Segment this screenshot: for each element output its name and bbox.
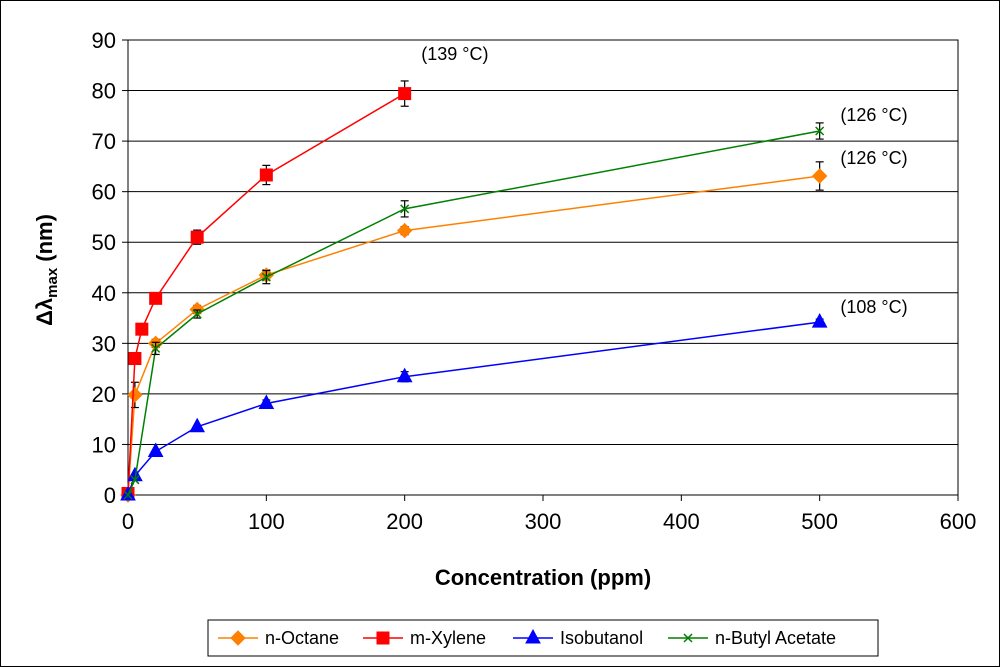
marker-x-stroke — [683, 633, 693, 643]
series-n-butyl-acetate — [123, 122, 825, 500]
legend-marker — [683, 633, 693, 643]
legend-label: m-Xylene — [410, 628, 486, 648]
y-tick-label: 10 — [92, 432, 116, 457]
data-point-m-xylene — [259, 168, 273, 182]
plot-area — [127, 39, 959, 496]
data-point-m-xylene — [398, 87, 412, 101]
marker-x-stroke — [130, 475, 140, 485]
x-tick-label: 400 — [663, 509, 700, 534]
data-point-n-butyl-acetate — [123, 490, 133, 500]
legend-item-n-octane: n-Octane — [218, 628, 339, 648]
data-point-isobutanol — [811, 313, 828, 328]
data-point-n-butyl-acetate — [151, 343, 161, 353]
data-point-m-xylene — [135, 322, 149, 336]
data-point-n-butyl-acetate — [400, 204, 410, 214]
y-tick-label: 80 — [92, 79, 116, 104]
data-point-m-xylene — [128, 352, 142, 365]
series-n-octane — [120, 161, 828, 503]
data-point-n-octane — [396, 222, 413, 239]
y-axis-label: Δλmax (nm) — [32, 214, 61, 326]
y-tick-label: 0 — [104, 483, 116, 508]
series-line-m-xylene — [127, 92, 406, 494]
y-tick-label: 70 — [92, 129, 116, 154]
data-point-isobutanol — [147, 442, 164, 458]
marker-x-stroke — [400, 204, 410, 214]
gridlines — [128, 39, 958, 445]
annotation-label: (108 °C) — [840, 297, 907, 317]
y-tick-label: 30 — [92, 331, 116, 356]
annotation-label: (126 °C) — [840, 148, 907, 168]
x-tick-label: 300 — [525, 509, 562, 534]
legend-item-m-xylene: m-Xylene — [363, 628, 486, 648]
data-point-n-octane — [127, 387, 143, 403]
series-line-n-butyl-acetate — [127, 130, 820, 496]
data-point-isobutanol — [189, 417, 206, 433]
series-layer — [120, 80, 828, 503]
series-m-xylene — [121, 80, 412, 500]
marker-x-stroke — [815, 126, 825, 136]
legend-label: n-Octane — [265, 628, 339, 648]
data-point-n-butyl-acetate — [261, 272, 271, 282]
y-tick-label: 40 — [92, 281, 116, 306]
data-point-isobutanol — [258, 394, 275, 409]
x-tick-label: 100 — [248, 509, 285, 534]
data-point-m-xylene — [190, 230, 204, 244]
marker-x-stroke — [151, 343, 161, 353]
x-tick-label: 600 — [940, 509, 977, 534]
data-point-n-butyl-acetate — [130, 475, 140, 485]
data-point-m-xylene — [149, 291, 163, 305]
annotations: (139 °C) (126 °C) (126 °C) (108 °C) — [421, 44, 907, 317]
x-tick-label: 500 — [801, 509, 838, 534]
legend-marker — [230, 630, 246, 646]
annotation-label: (139 °C) — [421, 44, 488, 64]
legend-box — [207, 619, 879, 657]
legend-label: n-Butyl Acetate — [715, 628, 836, 648]
data-point-n-octane — [811, 168, 828, 184]
data-point-n-butyl-acetate — [815, 126, 825, 136]
y-axis-label-main: Δλ — [32, 298, 57, 326]
marker-x-stroke — [123, 490, 133, 500]
data-point-isobutanol — [396, 367, 413, 383]
y-tick-label: 50 — [92, 230, 116, 255]
x-axis-label: Concentration (ppm) — [435, 565, 651, 590]
data-point-n-butyl-acetate — [192, 309, 202, 319]
y-tick-label: 60 — [92, 180, 116, 205]
y-tick-label: 90 — [92, 28, 116, 53]
legend-item-n-butyl-acetate: n-Butyl Acetate — [668, 628, 836, 648]
y-axis-label-unit: (nm) — [32, 214, 57, 268]
legend-label: Isobutanol — [560, 628, 643, 648]
axes: 0 10 20 30 40 50 60 70 80 90 0 100 200 300 400 500 600 — [92, 28, 977, 534]
legend-marker — [376, 631, 390, 645]
x-tick-label: 200 — [386, 509, 423, 534]
marker-x-stroke — [261, 272, 271, 282]
y-tick-label: 20 — [92, 382, 116, 407]
x-tick-label: 0 — [122, 509, 134, 534]
legend-marker — [525, 628, 541, 644]
annotation-label: (126 °C) — [840, 105, 907, 125]
series-line-isobutanol — [127, 321, 820, 496]
marker-x-stroke — [192, 309, 202, 319]
legend-item-isobutanol: Isobutanol — [513, 628, 643, 648]
legend: n-Octane m-Xylene Isobutanol n-Butyl Acetat… — [207, 619, 879, 657]
series-isobutanol — [120, 313, 828, 501]
y-axis-label-subscript: max — [44, 267, 61, 298]
